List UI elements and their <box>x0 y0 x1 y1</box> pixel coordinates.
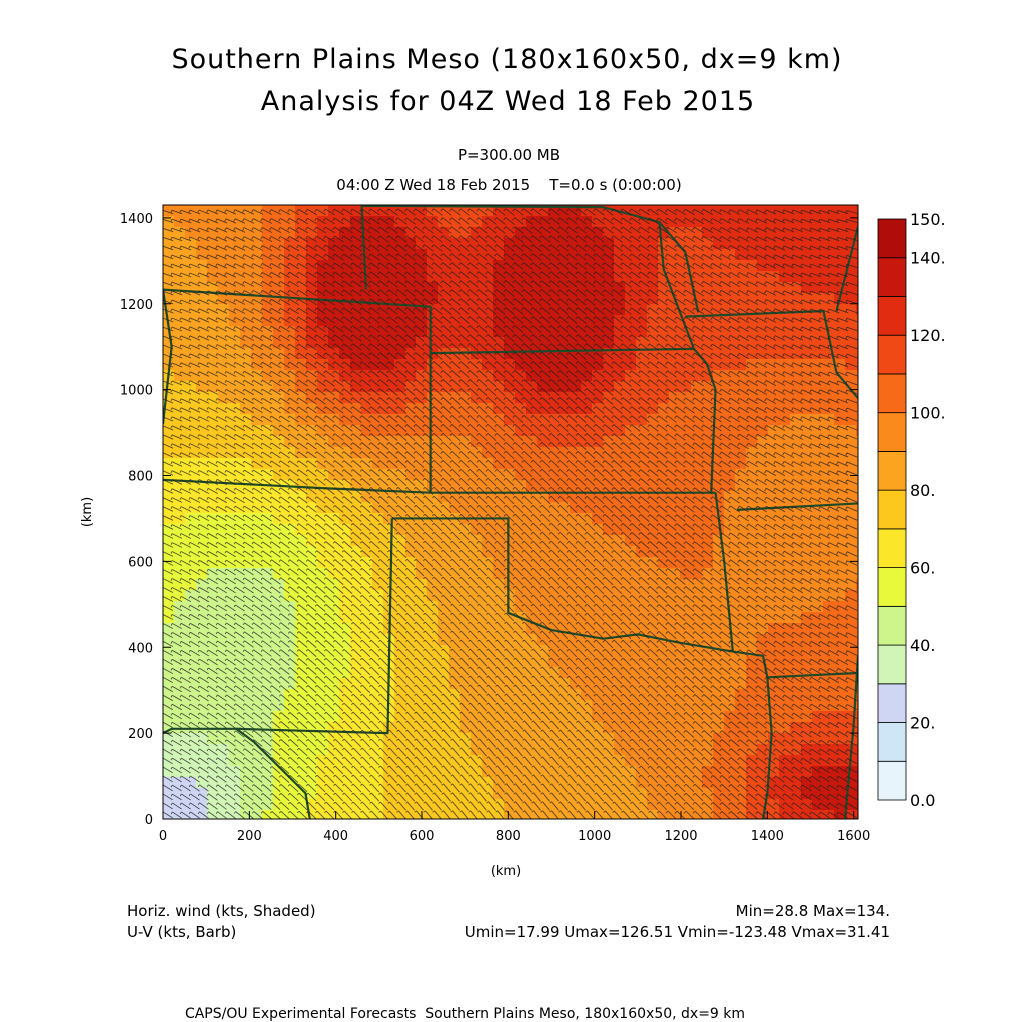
state-border-4 <box>360 205 367 290</box>
colorbar-swatch <box>877 296 907 336</box>
colorbar-swatch <box>877 683 907 723</box>
y-tick-label: 400 <box>128 641 153 656</box>
colorbar-swatch <box>877 605 907 646</box>
state-border-0 <box>163 288 432 493</box>
state-border-12 <box>235 518 393 819</box>
state-border-8 <box>835 226 858 312</box>
state-border-15 <box>761 677 773 819</box>
pressure-level: P=300.00 MB <box>457 146 561 164</box>
plot-frame <box>162 204 859 820</box>
colorbar-swatch <box>877 528 907 568</box>
x-tick-label: 0 <box>159 829 167 844</box>
y-tick-label: 1400 <box>120 212 153 227</box>
legend-field-label: Horiz. wind (kts, Shaded) <box>127 902 316 920</box>
x-tick-label: 1600 <box>837 829 870 844</box>
barb-glyphs <box>163 208 858 819</box>
colorbar-swatch <box>877 722 907 762</box>
state-border-11 <box>391 517 769 678</box>
state-border-13 <box>163 727 241 735</box>
state-border-7 <box>685 309 858 399</box>
colorbar-swatch <box>877 567 907 607</box>
colorbar-label: 120. <box>910 326 946 345</box>
colorbar-swatch <box>877 334 907 375</box>
min-max-stats: Min=28.8 Max=134. <box>735 902 890 920</box>
axes: 0 200 400 600 800 1000 1200 1400 1600 0 200 400 600 8… <box>120 212 870 844</box>
colorbar-label: 40. <box>910 636 935 655</box>
colorbar-label: 150. <box>910 210 946 229</box>
colorbar-swatch <box>877 412 907 452</box>
colorbar-swatch <box>877 218 907 259</box>
y-axis-label: (km) <box>80 497 95 527</box>
x-tick-label: 1400 <box>751 829 784 844</box>
y-tick-label: 1200 <box>120 298 153 313</box>
colorbar: 0.0 20. 40. 60. 80. 100. 120. 140. 150. <box>877 210 946 810</box>
x-tick-label: 200 <box>237 829 262 844</box>
x-tick-label: 800 <box>496 829 521 844</box>
colorbar-label: 100. <box>910 404 946 423</box>
colorbar-label: 60. <box>910 559 935 578</box>
footer-credit: CAPS/OU Experimental Forecasts Southern … <box>184 1006 746 1022</box>
y-tick-label: 600 <box>128 555 153 570</box>
chart-subtitle: Analysis for 04Z Wed 18 Feb 2015 <box>260 86 756 117</box>
state-border-9 <box>737 502 858 511</box>
x-tick-label: 1200 <box>664 829 697 844</box>
colorbar-swatch <box>877 373 907 414</box>
valid-time: 04:00 Z Wed 18 Feb 2015 T=0.0 s (0:00:00… <box>336 176 682 194</box>
state-border-16 <box>843 655 858 819</box>
legend-barb-label: U-V (kts, Barb) <box>127 923 237 941</box>
colorbar-swatch <box>877 644 907 685</box>
colorbar-label: 0.0 <box>910 791 935 810</box>
uv-stats: Umin=17.99 Umax=126.51 Vmin=-123.48 Vmax… <box>464 923 890 941</box>
colorbar-swatch <box>877 489 907 530</box>
y-tick-label: 200 <box>128 727 153 742</box>
x-tick-label: 1000 <box>578 829 611 844</box>
colorbar-swatch <box>877 450 907 491</box>
colorbar-label: 140. <box>910 249 946 268</box>
colorbar-swatch <box>877 257 907 297</box>
colorbar-label: 20. <box>910 714 935 733</box>
chart-title: Southern Plains Meso (180x160x50, dx=9 k… <box>171 44 843 75</box>
state-border-14 <box>767 671 858 679</box>
state-border-6 <box>658 221 700 313</box>
wind-barbs <box>163 208 858 819</box>
x-tick-label: 600 <box>410 829 435 844</box>
y-tick-label: 800 <box>128 470 153 485</box>
y-tick-label: 1000 <box>120 384 153 399</box>
colorbar-label: 80. <box>910 481 935 500</box>
colorbar-swatch <box>877 760 907 801</box>
state-border-2 <box>163 478 716 494</box>
state-borders <box>163 205 858 819</box>
x-tick-label: 400 <box>323 829 348 844</box>
x-axis-label: (km) <box>491 864 521 879</box>
y-tick-label: 0 <box>145 813 153 828</box>
